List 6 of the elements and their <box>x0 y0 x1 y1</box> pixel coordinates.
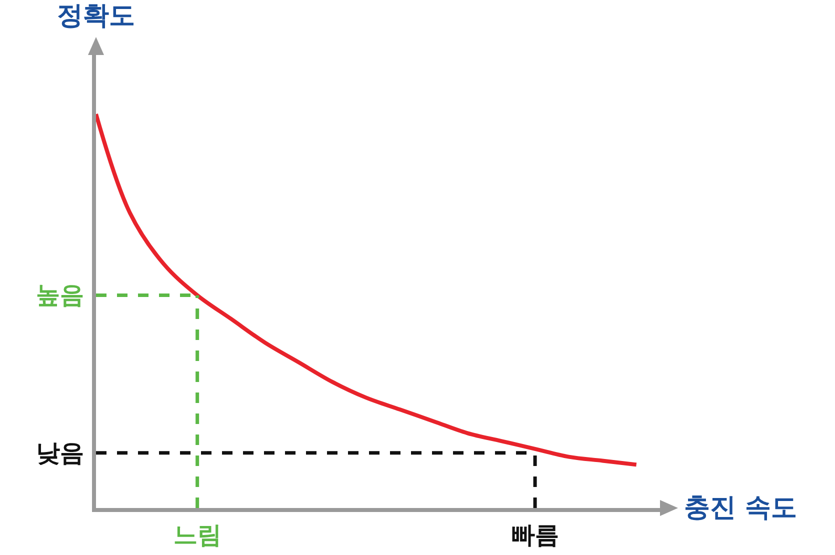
y-axis-title: 정확도 <box>57 1 135 31</box>
x-axis-title: 충진 속도 <box>684 493 798 523</box>
x-tick-label: 빠름 <box>511 520 560 549</box>
text: 낮음 <box>36 439 84 467</box>
text: 높음 <box>36 281 84 309</box>
x-tick-label: 느림 <box>173 520 222 549</box>
